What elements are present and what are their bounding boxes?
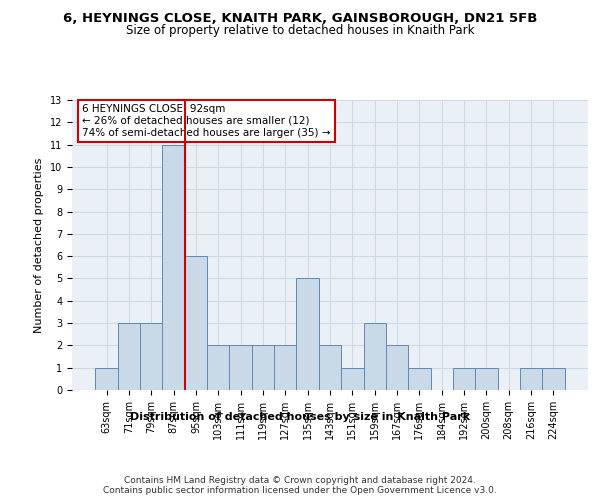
Bar: [319, 346, 341, 390]
Bar: [542, 368, 565, 390]
Bar: [274, 346, 296, 390]
Text: Size of property relative to detached houses in Knaith Park: Size of property relative to detached ho…: [126, 24, 474, 37]
Text: 6, HEYNINGS CLOSE, KNAITH PARK, GAINSBOROUGH, DN21 5FB: 6, HEYNINGS CLOSE, KNAITH PARK, GAINSBOR…: [63, 12, 537, 26]
Y-axis label: Number of detached properties: Number of detached properties: [34, 158, 44, 332]
Bar: [408, 368, 431, 390]
Bar: [520, 368, 542, 390]
Bar: [207, 346, 229, 390]
Text: Distribution of detached houses by size in Knaith Park: Distribution of detached houses by size …: [130, 412, 470, 422]
Text: 6 HEYNINGS CLOSE: 92sqm
← 26% of detached houses are smaller (12)
74% of semi-de: 6 HEYNINGS CLOSE: 92sqm ← 26% of detache…: [82, 104, 331, 138]
Bar: [140, 323, 163, 390]
Bar: [386, 346, 408, 390]
Text: Contains HM Land Registry data © Crown copyright and database right 2024.
Contai: Contains HM Land Registry data © Crown c…: [103, 476, 497, 495]
Bar: [296, 278, 319, 390]
Bar: [185, 256, 207, 390]
Bar: [453, 368, 475, 390]
Bar: [229, 346, 252, 390]
Bar: [364, 323, 386, 390]
Bar: [341, 368, 364, 390]
Bar: [475, 368, 497, 390]
Bar: [252, 346, 274, 390]
Bar: [95, 368, 118, 390]
Bar: [163, 144, 185, 390]
Bar: [118, 323, 140, 390]
